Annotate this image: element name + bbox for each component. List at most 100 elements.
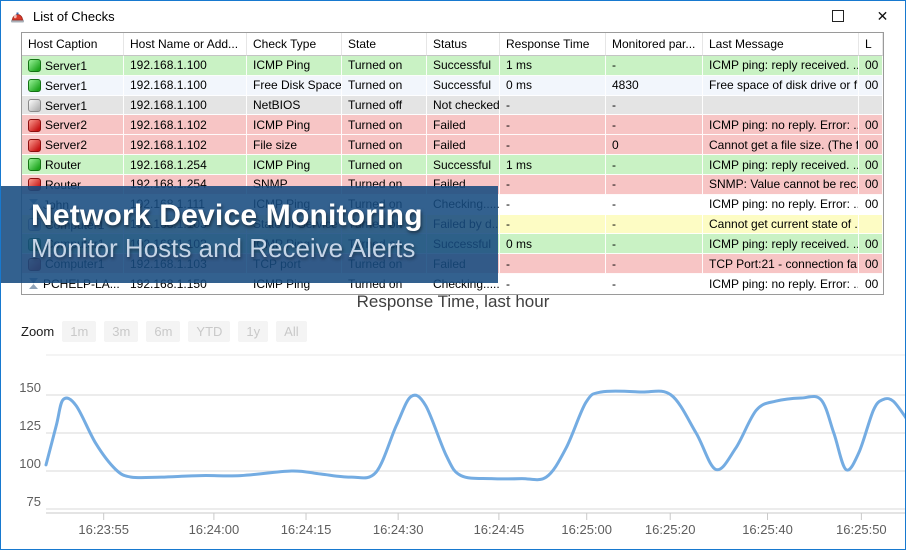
cell-param[interactable]: - [606,56,703,76]
cell-response[interactable]: - [500,274,606,294]
cell-param[interactable]: - [606,174,703,195]
cell-message[interactable]: ICMP ping: no reply. Error: ... [703,194,859,215]
cell-param[interactable]: 0 [606,135,703,156]
cell-message[interactable] [703,95,859,116]
cell-caption[interactable]: Server2 [22,135,124,156]
cell-last[interactable]: 00 [859,194,883,215]
cell-status[interactable]: Failed [427,115,500,136]
cell-caption[interactable]: Server1 [22,56,124,76]
cell-response[interactable]: - [500,135,606,156]
cell-message[interactable]: ICMP ping: reply received. ... [703,234,859,255]
cell-response[interactable]: - [500,95,606,116]
cell-check[interactable]: Free Disk Space [247,75,342,96]
cell-last[interactable]: 00 [859,135,883,156]
cell-param[interactable]: - [606,254,703,275]
cell-param[interactable]: - [606,214,703,235]
cell-last[interactable]: 00 [859,75,883,96]
cell-status[interactable]: Not checked [427,95,500,116]
cell-host[interactable]: 192.168.1.100 [124,56,247,76]
maximize-button[interactable] [815,1,860,31]
cell-response[interactable]: - [500,174,606,195]
cell-message[interactable]: ICMP ping: no reply. Error: ... [703,274,859,294]
cell-response[interactable]: 1 ms [500,155,606,175]
cell-last[interactable] [859,214,883,235]
cell-status[interactable]: Failed [427,135,500,156]
cell-state[interactable]: Turned off [342,95,427,116]
cell-caption[interactable]: Server1 [22,75,124,96]
cell-state[interactable]: Turned on [342,155,427,175]
table-row[interactable]: Server1 192.168.1.100 Free Disk Space Turne… [22,75,883,96]
cell-last[interactable]: 00 [859,155,883,175]
cell-status[interactable]: Successful [427,56,500,76]
cell-response[interactable]: - [500,194,606,215]
cell-last[interactable]: 00 [859,115,883,136]
cell-caption[interactable]: Server2 [22,115,124,136]
cell-param[interactable]: - [606,115,703,136]
cell-last[interactable] [859,95,883,116]
cell-caption[interactable]: Server1 [22,95,124,116]
cell-state[interactable]: Turned on [342,115,427,136]
cell-check[interactable]: NetBIOS [247,95,342,116]
cell-response[interactable]: 0 ms [500,234,606,255]
column-header[interactable]: Status [427,33,500,56]
cell-status[interactable]: Successful [427,155,500,175]
cell-message[interactable]: Cannot get current state of ... [703,214,859,235]
table-row[interactable]: Server2 192.168.1.102 File size Turned on Fa… [22,135,883,156]
cell-message[interactable]: ICMP ping: no reply. Error: ... [703,115,859,136]
cell-param[interactable]: - [606,194,703,215]
zoom-button-all[interactable]: All [276,321,307,342]
column-header[interactable]: Host Name or Add... [124,33,247,56]
column-header[interactable]: Last Message [703,33,859,56]
cell-check[interactable]: File size [247,135,342,156]
zoom-button-3m[interactable]: 3m [104,321,139,342]
cell-response[interactable]: - [500,115,606,136]
cell-response[interactable]: 1 ms [500,56,606,76]
cell-last[interactable]: 00 [859,174,883,195]
close-button[interactable]: ✕ [860,1,905,31]
cell-message[interactable]: Cannot get a file size. (The f... [703,135,859,156]
zoom-button-1m[interactable]: 1m [62,321,97,342]
cell-host[interactable]: 192.168.1.102 [124,135,247,156]
cell-param[interactable]: - [606,234,703,255]
zoom-button-6m[interactable]: 6m [146,321,181,342]
column-header[interactable]: Check Type [247,33,342,56]
cell-last[interactable]: 00 [859,56,883,76]
cell-host[interactable]: 192.168.1.100 [124,75,247,96]
cell-message[interactable]: SNMP: Value cannot be rec... [703,174,859,195]
cell-message[interactable]: ICMP ping: reply received. ... [703,155,859,175]
column-header[interactable]: Monitored par... [606,33,703,56]
cell-state[interactable]: Turned on [342,56,427,76]
zoom-button-ytd[interactable]: YTD [188,321,231,342]
table-row[interactable]: Server2 192.168.1.102 ICMP Ping Turned on Fa… [22,115,883,136]
cell-check[interactable]: ICMP Ping [247,115,342,136]
cell-response[interactable]: 0 ms [500,75,606,96]
cell-response[interactable]: - [500,214,606,235]
table-row[interactable]: Server1 192.168.1.100 ICMP Ping Turned on Su… [22,56,883,76]
table-row[interactable]: Server1 192.168.1.100 NetBIOS Turned off Not… [22,95,883,116]
cell-message[interactable]: Free space of disk drive or f... [703,75,859,96]
cell-check[interactable]: ICMP Ping [247,56,342,76]
cell-host[interactable]: 192.168.1.254 [124,155,247,175]
column-header[interactable]: L [859,33,883,56]
column-header[interactable]: State [342,33,427,56]
zoom-button-1y[interactable]: 1y [238,321,269,342]
cell-host[interactable]: 192.168.1.102 [124,115,247,136]
cell-param[interactable]: - [606,274,703,294]
column-header[interactable]: Response Time [500,33,606,56]
cell-status[interactable]: Successful [427,75,500,96]
cell-state[interactable]: Turned on [342,135,427,156]
cell-caption[interactable]: Router [22,155,124,175]
cell-last[interactable]: 00 [859,254,883,275]
cell-param[interactable]: - [606,155,703,175]
table-row[interactable]: Router 192.168.1.254 ICMP Ping Turned on Suc… [22,155,883,175]
cell-check[interactable]: ICMP Ping [247,155,342,175]
cell-param[interactable]: 4830 [606,75,703,96]
cell-message[interactable]: TCP Port:21 - connection fa... [703,254,859,275]
cell-last[interactable]: 00 [859,234,883,255]
cell-message[interactable]: ICMP ping: reply received. ... [703,56,859,76]
column-header[interactable]: Host Caption [22,33,124,56]
cell-host[interactable]: 192.168.1.100 [124,95,247,116]
cell-response[interactable]: - [500,254,606,275]
cell-last[interactable]: 00 [859,274,883,294]
cell-state[interactable]: Turned on [342,75,427,96]
